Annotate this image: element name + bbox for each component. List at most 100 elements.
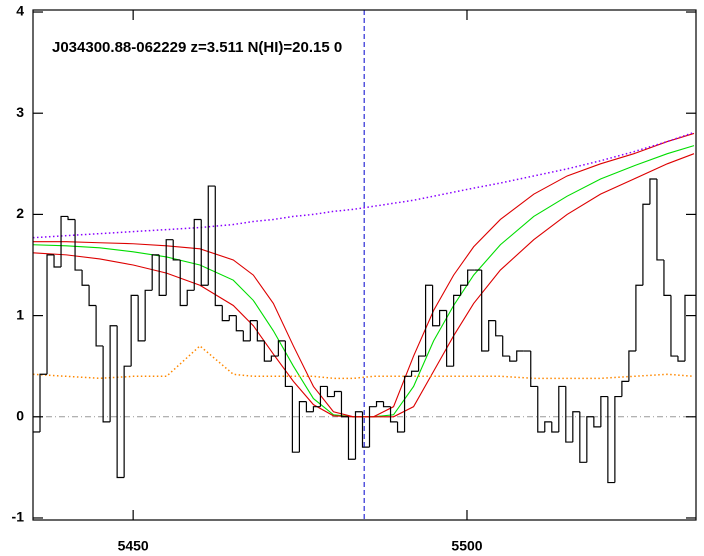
flux-bin <box>677 356 685 362</box>
flux-bin <box>95 305 104 347</box>
flux-bin <box>410 370 419 377</box>
flux-bin <box>424 284 433 357</box>
flux-bin <box>284 340 293 388</box>
flux-bin <box>291 386 300 453</box>
flux-bin <box>439 309 447 326</box>
flux-bin <box>60 215 69 268</box>
flux-bin <box>621 380 629 397</box>
flux-bin <box>228 314 237 321</box>
flux-bin <box>635 284 643 352</box>
flux-bin <box>256 320 265 342</box>
flux-bin <box>544 421 552 432</box>
flux-bin <box>382 401 391 408</box>
flux-bin <box>502 335 510 357</box>
flux-bin <box>516 350 524 362</box>
flux-bin <box>186 289 195 306</box>
flux-bin <box>67 216 76 221</box>
flux-bin <box>593 416 601 428</box>
flux-bin <box>88 285 97 307</box>
flux-bin <box>214 186 223 307</box>
flux-bin <box>221 305 230 322</box>
flux-bin <box>81 270 90 286</box>
flux-bin <box>277 340 286 357</box>
y-tick-label: 1 <box>16 306 24 322</box>
flux-bin <box>207 185 216 286</box>
flux-bin <box>417 355 426 372</box>
flux-bin <box>347 416 356 460</box>
y-tick-label: 3 <box>16 104 24 120</box>
flux-bin <box>361 411 370 448</box>
flux-bin <box>467 269 475 286</box>
flux-bin <box>558 385 566 432</box>
flux-bin <box>537 386 545 433</box>
y-tick-label: -1 <box>12 509 25 525</box>
flux-bin <box>586 416 594 463</box>
flux-bin <box>628 350 636 382</box>
plot-frame <box>32 9 697 521</box>
model-curve <box>33 131 695 239</box>
flux-bin <box>446 310 454 367</box>
flux-bin <box>340 391 349 418</box>
flux-bin <box>200 219 209 286</box>
flux-bin <box>565 386 573 443</box>
flux-bin <box>242 330 251 342</box>
y-tick-label: 4 <box>16 3 24 19</box>
flux-bin <box>74 219 83 271</box>
flux-bin <box>326 386 335 398</box>
flux-bin <box>151 254 160 291</box>
flux-bin <box>649 178 657 205</box>
flux-bin <box>109 325 118 422</box>
flux-bin <box>481 270 489 352</box>
flux-bin <box>572 411 580 443</box>
flux-bin <box>298 401 307 453</box>
flux-bin <box>144 289 153 341</box>
flux-bin <box>614 395 622 483</box>
flux-bin <box>607 396 615 484</box>
x-tick-label: 5450 <box>118 538 149 554</box>
model-curve <box>33 153 695 418</box>
flux-bin <box>130 294 139 367</box>
flux-bin <box>600 395 608 427</box>
flux-bin <box>39 373 48 432</box>
flux-bin <box>453 294 461 367</box>
flux-bin <box>116 325 125 479</box>
flux-bin <box>137 295 146 342</box>
flux-bin <box>46 254 55 375</box>
flux-bin <box>263 340 272 362</box>
flux-bin <box>333 390 342 397</box>
flux-bin <box>432 285 440 327</box>
flux-bin <box>123 365 132 478</box>
flux-bin <box>368 406 377 448</box>
flux-bin <box>312 406 321 412</box>
flux-bin <box>305 401 314 413</box>
flux-bin <box>165 239 174 296</box>
flux-bin <box>249 320 258 341</box>
flux-bin <box>495 320 503 337</box>
y-tick-label: 2 <box>16 205 24 221</box>
y-tick-label: 0 <box>16 407 24 423</box>
flux-bin <box>551 421 559 433</box>
flux-bin <box>656 178 664 261</box>
flux-bin <box>179 259 188 307</box>
flux-bin <box>642 203 650 286</box>
flux-bin <box>488 320 496 352</box>
flux-bin <box>235 315 244 332</box>
x-tick-label: 5500 <box>451 538 482 554</box>
flux-bin <box>663 259 671 296</box>
chart-title: J034300.88-062229 z=3.511 N(HI)=20.15 0 <box>52 39 342 56</box>
flux-bin <box>53 254 62 268</box>
flux-bin <box>389 406 398 423</box>
flux-bin <box>193 218 202 291</box>
flux-bin <box>102 345 111 423</box>
flux-bin <box>684 294 692 362</box>
flux-bin <box>530 351 538 388</box>
model-curve <box>33 344 695 380</box>
flux-bin <box>403 375 412 432</box>
flux-bin <box>670 295 678 357</box>
flux-bin <box>319 385 328 407</box>
flux-bin <box>579 411 587 463</box>
flux-bin <box>460 284 468 296</box>
